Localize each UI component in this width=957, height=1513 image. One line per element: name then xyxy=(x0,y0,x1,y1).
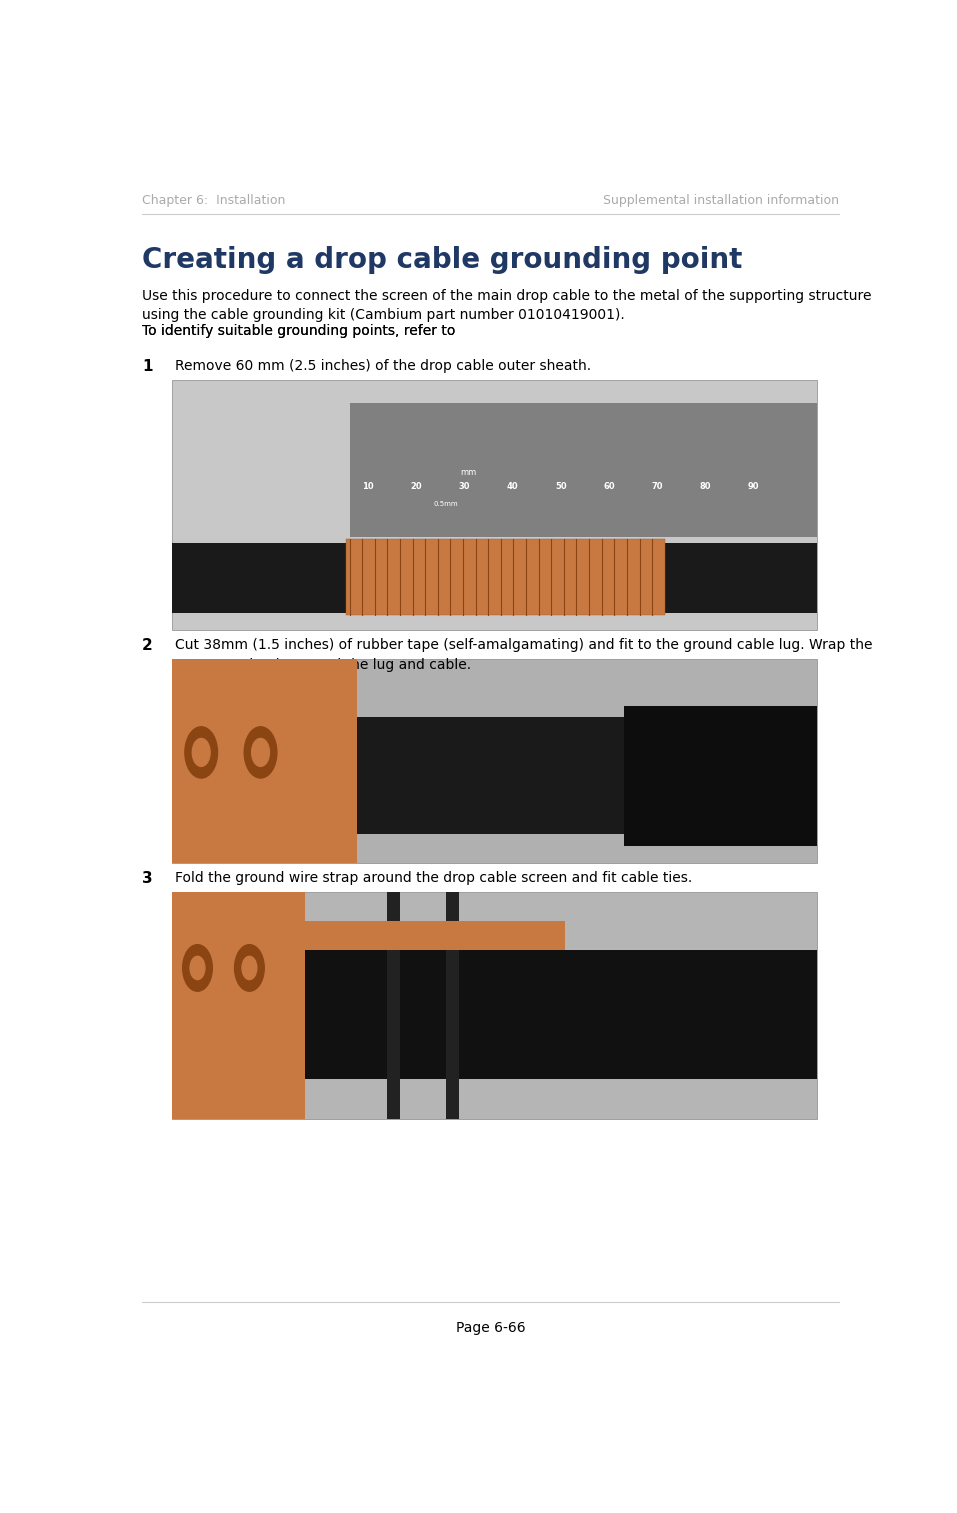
Circle shape xyxy=(192,738,211,767)
Circle shape xyxy=(183,944,212,991)
Text: Use this procedure to connect the screen of the main drop cable to the metal of : Use this procedure to connect the screen… xyxy=(142,289,872,322)
FancyBboxPatch shape xyxy=(171,543,349,613)
Text: 80: 80 xyxy=(700,483,711,492)
FancyBboxPatch shape xyxy=(624,705,817,846)
FancyBboxPatch shape xyxy=(171,893,305,1120)
Text: 60: 60 xyxy=(603,483,615,492)
Text: 1: 1 xyxy=(142,359,152,374)
Text: mm: mm xyxy=(460,469,477,477)
FancyBboxPatch shape xyxy=(305,991,817,1038)
Text: Remove 60 mm (2.5 inches) of the drop cable outer sheath.: Remove 60 mm (2.5 inches) of the drop ca… xyxy=(175,359,591,372)
Text: 30: 30 xyxy=(458,483,470,492)
Circle shape xyxy=(244,726,277,778)
Text: Creating a drop cable grounding point: Creating a drop cable grounding point xyxy=(142,245,743,274)
FancyBboxPatch shape xyxy=(357,717,817,834)
Text: 40: 40 xyxy=(507,483,519,492)
Text: 90: 90 xyxy=(748,483,760,492)
FancyBboxPatch shape xyxy=(305,950,817,997)
Text: Page 6-66: Page 6-66 xyxy=(456,1321,525,1334)
FancyBboxPatch shape xyxy=(661,543,817,613)
Text: 3: 3 xyxy=(142,871,152,887)
Text: Fold the ground wire strap around the drop cable screen and fit cable ties.: Fold the ground wire strap around the dr… xyxy=(175,871,693,885)
FancyBboxPatch shape xyxy=(171,893,817,1120)
Text: To identify suitable grounding points, refer to: To identify suitable grounding points, r… xyxy=(142,324,459,337)
FancyBboxPatch shape xyxy=(305,1032,817,1079)
FancyBboxPatch shape xyxy=(349,402,817,537)
Text: Supplemental installation information: Supplemental installation information xyxy=(603,194,839,207)
Text: 50: 50 xyxy=(555,483,567,492)
Text: Chapter 6:  Installation: Chapter 6: Installation xyxy=(142,194,285,207)
FancyBboxPatch shape xyxy=(305,921,565,950)
Circle shape xyxy=(252,738,270,767)
Text: Cut 38mm (1.5 inches) of rubber tape (self-amalgamating) and fit to the ground c: Cut 38mm (1.5 inches) of rubber tape (se… xyxy=(175,638,873,672)
FancyBboxPatch shape xyxy=(387,893,400,1120)
Text: 0.5mm: 0.5mm xyxy=(434,501,458,507)
FancyBboxPatch shape xyxy=(345,539,665,614)
Text: 20: 20 xyxy=(411,483,422,492)
Circle shape xyxy=(185,726,217,778)
FancyBboxPatch shape xyxy=(446,893,459,1120)
Text: To identify suitable grounding points, refer to: To identify suitable grounding points, r… xyxy=(142,324,459,337)
Text: 70: 70 xyxy=(652,483,663,492)
Circle shape xyxy=(234,944,264,991)
FancyBboxPatch shape xyxy=(171,380,817,629)
FancyBboxPatch shape xyxy=(171,660,357,862)
Text: 2: 2 xyxy=(142,638,152,654)
FancyBboxPatch shape xyxy=(171,660,817,862)
Circle shape xyxy=(190,956,205,979)
Circle shape xyxy=(242,956,256,979)
Text: 10: 10 xyxy=(363,483,374,492)
